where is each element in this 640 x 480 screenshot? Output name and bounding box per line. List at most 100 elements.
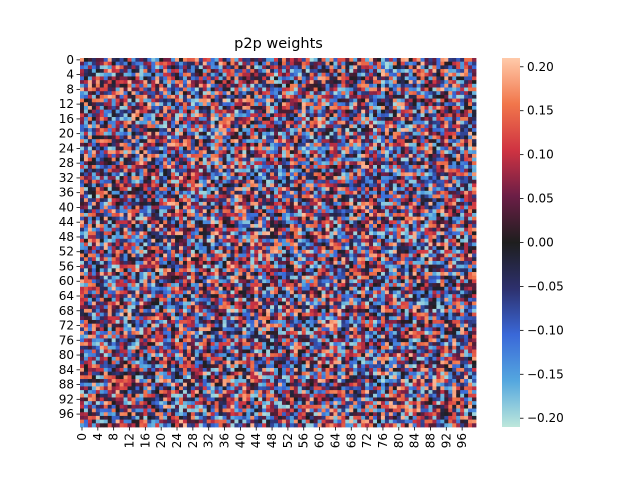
heatmap-cell xyxy=(349,176,354,181)
heatmap-cell xyxy=(222,65,227,70)
heatmap-cell xyxy=(440,142,445,147)
heatmap-cell xyxy=(373,58,378,63)
heatmap-cell xyxy=(369,187,374,192)
heatmap-cell xyxy=(278,76,283,81)
heatmap-cell xyxy=(460,172,465,177)
heatmap-cell xyxy=(171,105,176,111)
heatmap-cell xyxy=(412,220,417,225)
heatmap-cell xyxy=(127,113,132,118)
heatmap-cell xyxy=(293,157,299,162)
heatmap-cell xyxy=(139,209,144,214)
heatmap-cell xyxy=(468,165,473,170)
heatmap-cell xyxy=(95,72,101,77)
heatmap-cell xyxy=(361,190,366,195)
heatmap-cell xyxy=(392,131,398,136)
heatmap-cell xyxy=(214,94,219,99)
heatmap-cell xyxy=(432,165,437,170)
heatmap-cell xyxy=(448,205,453,210)
heatmap-cell xyxy=(440,102,445,107)
heatmap-cell xyxy=(143,187,148,192)
heatmap-cell xyxy=(238,172,243,177)
heatmap-cell xyxy=(246,179,251,184)
heatmap-cell xyxy=(214,150,219,155)
heatmap-cell xyxy=(234,216,239,221)
heatmap-cell xyxy=(99,198,105,203)
heatmap-cell xyxy=(198,91,204,96)
heatmap-cell xyxy=(163,235,168,240)
heatmap-cell xyxy=(460,87,465,92)
heatmap-cell xyxy=(190,150,196,155)
heatmap-cell xyxy=(384,76,390,81)
heatmap-cell xyxy=(416,91,421,96)
heatmap-cell xyxy=(111,161,117,166)
heatmap-cell xyxy=(115,150,120,155)
heatmap-cell xyxy=(99,91,105,96)
heatmap-cell xyxy=(159,183,164,188)
heatmap-cell xyxy=(186,179,192,184)
heatmap-cell xyxy=(404,61,410,66)
heatmap-cell xyxy=(369,58,374,63)
heatmap-cell xyxy=(317,238,322,243)
heatmap-cell xyxy=(313,209,318,214)
heatmap-cell xyxy=(285,146,291,151)
heatmap-cell xyxy=(285,80,291,85)
heatmap-cell xyxy=(167,109,172,114)
heatmap-cell xyxy=(80,128,85,133)
heatmap-cell xyxy=(440,91,445,96)
heatmap-cell xyxy=(432,102,437,107)
heatmap-cell xyxy=(333,87,338,92)
heatmap-cell xyxy=(301,128,307,133)
heatmap-cell xyxy=(226,102,231,107)
heatmap-cell xyxy=(400,153,406,159)
heatmap-cell xyxy=(400,220,406,225)
heatmap-cell xyxy=(274,172,279,177)
heatmap-cell xyxy=(357,161,362,166)
heatmap-cell xyxy=(341,172,346,177)
heatmap-cell xyxy=(424,102,429,107)
heatmap-cell xyxy=(182,102,188,107)
heatmap-cell xyxy=(107,105,113,111)
heatmap-cell xyxy=(103,220,109,225)
heatmap-cell xyxy=(155,102,160,107)
heatmap-cell xyxy=(230,109,235,114)
heatmap-cell xyxy=(432,190,437,195)
heatmap-cell xyxy=(353,80,358,85)
heatmap-cell xyxy=(297,194,303,199)
heatmap-cell xyxy=(412,58,417,63)
heatmap-cell xyxy=(472,224,477,229)
heatmap-cell xyxy=(297,87,303,92)
heatmap-cell xyxy=(460,231,465,236)
heatmap-cell xyxy=(333,201,338,206)
heatmap-cell xyxy=(285,139,291,144)
heatmap-cell xyxy=(396,205,402,210)
heatmap-cell xyxy=(83,235,89,240)
heatmap-cell xyxy=(285,142,291,147)
heatmap-cell xyxy=(448,120,453,125)
heatmap-cell xyxy=(396,227,402,232)
heatmap-cell xyxy=(349,187,354,192)
heatmap-cell xyxy=(167,76,172,81)
heatmap-cell xyxy=(456,194,461,199)
heatmap-cell xyxy=(325,69,330,74)
heatmap-cell xyxy=(460,58,465,63)
heatmap-cell xyxy=(377,212,382,218)
heatmap-cell xyxy=(99,87,105,92)
heatmap-cell xyxy=(424,69,429,74)
heatmap-cell xyxy=(175,58,180,63)
heatmap-cell xyxy=(384,238,390,243)
heatmap-cell xyxy=(151,142,156,147)
heatmap-cell xyxy=(210,146,216,151)
heatmap-cell xyxy=(345,179,350,184)
heatmap-cell xyxy=(87,72,93,77)
heatmap-cell xyxy=(420,161,425,166)
heatmap-cell xyxy=(317,168,322,173)
heatmap-cell xyxy=(139,190,144,195)
heatmap-cell xyxy=(258,87,263,92)
heatmap-cell xyxy=(380,235,386,240)
heatmap-cell xyxy=(424,65,429,70)
heatmap-cell xyxy=(408,238,414,243)
heatmap-cell xyxy=(297,179,303,184)
heatmap-cell xyxy=(432,120,437,125)
heatmap-cell xyxy=(182,91,188,96)
heatmap-cell xyxy=(460,146,465,151)
